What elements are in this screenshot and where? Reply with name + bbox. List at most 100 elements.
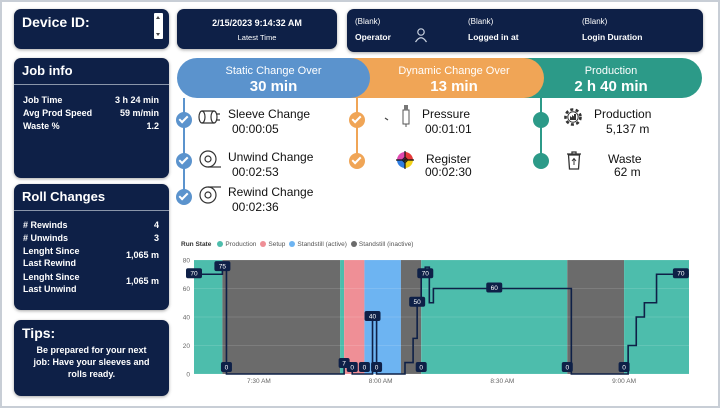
data-label-14: 70 bbox=[677, 271, 685, 278]
phase-production: Production 2 h 40 min bbox=[520, 58, 702, 98]
sleeve-change-time: 00:00:05 bbox=[232, 122, 279, 136]
unwind-change-time: 00:02:53 bbox=[232, 165, 279, 179]
speed-line bbox=[194, 266, 689, 375]
production-value: 5,137 m bbox=[606, 122, 650, 136]
x-tick-label-2: 8:30 AM bbox=[490, 378, 514, 385]
roll-changes-title: Roll Changes bbox=[22, 189, 106, 204]
sleeve-change-label: Sleeve Change bbox=[228, 107, 311, 121]
static-timeline bbox=[183, 98, 185, 197]
data-label-box-0 bbox=[186, 268, 202, 279]
rewind-roll-icon bbox=[199, 186, 221, 204]
data-label-box-14 bbox=[672, 268, 689, 279]
latest-time-label: Latest Time bbox=[237, 33, 277, 42]
job-info-card: Job info Job Time 3 h 24 min Avg Prod Sp… bbox=[14, 58, 169, 178]
sleeve-icon bbox=[198, 110, 220, 124]
tips-line-1: Be prepared for your next bbox=[36, 345, 147, 355]
state-band-7 bbox=[567, 260, 625, 374]
pressure-time: 00:01:01 bbox=[425, 122, 472, 136]
operator-label: Operator bbox=[355, 32, 391, 42]
data-label-0: 70 bbox=[190, 271, 198, 278]
tips-line-3: rolls ready. bbox=[67, 369, 116, 379]
rewinds-label: # Rewinds bbox=[23, 220, 68, 230]
y-tick-label-2: 40 bbox=[183, 315, 191, 322]
pressure-icon bbox=[384, 105, 410, 127]
x-tick-label-3: 9:00 AM bbox=[612, 378, 636, 385]
data-label-4: 0 bbox=[350, 364, 354, 371]
rewinds-value: 4 bbox=[153, 220, 159, 230]
data-label-3: 7 bbox=[342, 360, 346, 367]
job-time-label: Job Time bbox=[23, 95, 63, 105]
device-id-scrollbar[interactable] bbox=[154, 13, 163, 39]
unwinds-row: # Unwinds 3 bbox=[23, 233, 159, 245]
legend-item-standstill-inactive[interactable]: Standstill (inactive) bbox=[350, 241, 413, 248]
state-band-6 bbox=[421, 260, 568, 374]
roll-changes-card: Roll Changes # Rewinds 4 # Unwinds 3 Len… bbox=[14, 184, 169, 310]
since-rewind-label-1: Lenght Since bbox=[23, 246, 80, 256]
tips-card: Tips: Be prepared for your next job: Hav… bbox=[14, 320, 169, 396]
roll-changes-divider bbox=[14, 210, 169, 211]
since-unwind-label-1: Lenght Since bbox=[23, 272, 80, 282]
sleeve-check bbox=[176, 112, 192, 128]
device-id-label: Device ID: bbox=[22, 14, 90, 30]
device-id-card[interactable]: Device ID: bbox=[14, 9, 169, 49]
data-label-box-1 bbox=[214, 261, 231, 272]
production-label: Production bbox=[594, 107, 652, 121]
logged-in-label: Logged in at bbox=[468, 32, 519, 42]
tips-title: Tips: bbox=[22, 325, 56, 341]
state-band-1 bbox=[222, 260, 341, 374]
data-label-box-6 bbox=[364, 311, 381, 321]
phase-production-duration: 2 h 40 min bbox=[574, 78, 648, 95]
data-label-box-4 bbox=[346, 362, 358, 372]
waste-value: 62 m bbox=[614, 165, 641, 179]
job-time-row: Job Time 3 h 24 min bbox=[23, 95, 159, 107]
data-label-6: 40 bbox=[369, 313, 377, 320]
legend-item-production[interactable]: Production bbox=[217, 241, 256, 248]
production-gear-icon bbox=[564, 108, 582, 126]
state-band-2 bbox=[340, 260, 345, 374]
job-info-title: Job info bbox=[22, 63, 73, 78]
data-label-box-13 bbox=[618, 362, 630, 372]
phase-static-change-over: Static Change Over 30 min bbox=[177, 58, 370, 98]
y-tick-label-0: 0 bbox=[186, 372, 190, 379]
x-tick-label-1: 8:00 AM bbox=[369, 378, 393, 385]
run-state-legend: Run State Production Setup Standstill (a… bbox=[181, 241, 413, 248]
since-unwind-label-2: Last Unwind bbox=[23, 284, 77, 294]
legend-item-setup[interactable]: Setup bbox=[260, 241, 285, 248]
legend-swatch-production bbox=[217, 241, 224, 248]
latest-time-card: 2/15/2023 9:14:32 AM Latest Time bbox=[177, 9, 337, 49]
data-label-13: 0 bbox=[622, 364, 626, 371]
login-duration-label: Login Duration bbox=[582, 32, 643, 42]
y-tick-label-4: 80 bbox=[183, 258, 191, 265]
legend-label-standstill-active: Standstill (active) bbox=[297, 241, 347, 248]
state-band-5 bbox=[400, 260, 422, 374]
rewind-change-time: 00:02:36 bbox=[232, 200, 279, 214]
logged-in-blank: (Blank) bbox=[468, 17, 494, 26]
register-check bbox=[349, 153, 365, 169]
waste-label: Waste % bbox=[23, 121, 60, 131]
job-time-value: 3 h 24 min bbox=[114, 95, 159, 105]
avg-speed-value: 59 m/min bbox=[119, 108, 159, 118]
y-tick-label-1: 20 bbox=[183, 343, 191, 350]
data-label-12: 0 bbox=[565, 364, 569, 371]
since-rewind-label-2: Last Rewind bbox=[23, 258, 77, 268]
register-mark-icon bbox=[396, 151, 414, 169]
rewind-change-label: Rewind Change bbox=[228, 185, 314, 199]
job-info-divider bbox=[14, 84, 169, 85]
legend-item-standstill-active[interactable]: Standstill (active) bbox=[289, 241, 347, 248]
y-tick-label-3: 60 bbox=[183, 286, 191, 293]
phase-dynamic-title: Dynamic Change Over bbox=[398, 65, 510, 77]
avg-speed-row: Avg Prod Speed 59 m/min bbox=[23, 108, 159, 120]
waste-value: 1.2 bbox=[146, 121, 159, 131]
since-rewind-value: 1,065 m bbox=[125, 250, 159, 260]
since-rewind-row: Lenght Since Last Rewind 1,065 m bbox=[23, 246, 159, 272]
operator-blank: (Blank) bbox=[355, 17, 381, 26]
legend-swatch-setup bbox=[260, 241, 267, 248]
x-tick-label-0: 7:30 AM bbox=[247, 378, 271, 385]
rewinds-row: # Rewinds 4 bbox=[23, 220, 159, 232]
data-label-9: 0 bbox=[419, 364, 423, 371]
latest-time-value: 2/15/2023 9:14:32 AM bbox=[212, 18, 302, 28]
phase-production-title: Production bbox=[584, 65, 638, 77]
login-duration-blank: (Blank) bbox=[582, 17, 608, 26]
